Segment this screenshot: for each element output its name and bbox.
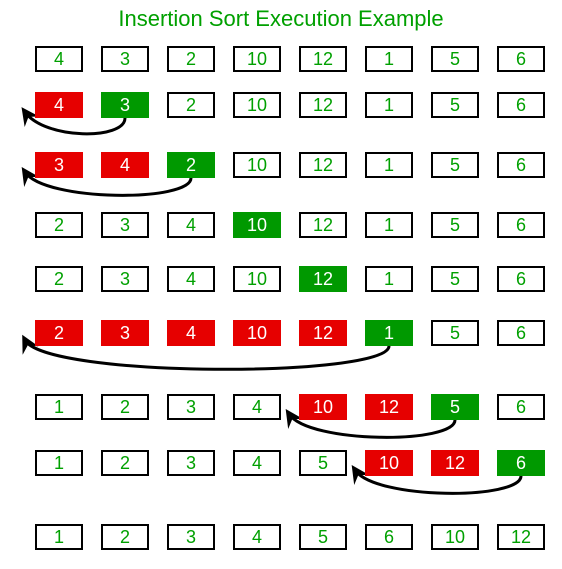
array-cell: 1 (365, 266, 413, 292)
array-cell: 10 (233, 320, 281, 346)
array-cell: 5 (431, 320, 479, 346)
array-cell: 6 (497, 266, 545, 292)
array-cell: 5 (431, 92, 479, 118)
array-cell: 12 (299, 212, 347, 238)
array-cell: 1 (35, 450, 83, 476)
array-cell: 2 (167, 46, 215, 72)
array-cell: 2 (167, 92, 215, 118)
array-cell: 12 (299, 152, 347, 178)
array-cell: 10 (233, 46, 281, 72)
array-cell: 3 (101, 212, 149, 238)
array-cell: 5 (431, 266, 479, 292)
array-cell: 3 (101, 266, 149, 292)
array-cell: 10 (233, 92, 281, 118)
array-cell: 2 (35, 212, 83, 238)
array-cell: 10 (299, 394, 347, 420)
array-cell: 4 (101, 152, 149, 178)
array-cell: 1 (35, 524, 83, 550)
array-cell: 4 (35, 92, 83, 118)
array-cell: 10 (233, 212, 281, 238)
array-cell: 6 (497, 450, 545, 476)
array-cell: 12 (431, 450, 479, 476)
array-cell: 12 (299, 46, 347, 72)
array-cell: 6 (497, 394, 545, 420)
array-cell: 3 (167, 524, 215, 550)
array-cell: 6 (365, 524, 413, 550)
array-cell: 4 (233, 524, 281, 550)
array-cell: 1 (365, 212, 413, 238)
array-cell: 3 (101, 92, 149, 118)
array-cell: 5 (431, 46, 479, 72)
diagram-title: Insertion Sort Execution Example (0, 6, 562, 32)
array-cell: 6 (497, 92, 545, 118)
array-cell: 1 (365, 92, 413, 118)
array-cell: 4 (167, 212, 215, 238)
array-cell: 6 (497, 152, 545, 178)
array-cell: 12 (497, 524, 545, 550)
array-cell: 12 (365, 394, 413, 420)
array-cell: 1 (35, 394, 83, 420)
array-cell: 10 (365, 450, 413, 476)
array-cell: 12 (299, 266, 347, 292)
array-cell: 5 (431, 152, 479, 178)
array-cell: 12 (299, 320, 347, 346)
array-cell: 3 (101, 46, 149, 72)
array-cell: 6 (497, 46, 545, 72)
array-cell: 1 (365, 46, 413, 72)
array-cell: 3 (167, 450, 215, 476)
array-cell: 5 (431, 394, 479, 420)
array-cell: 5 (299, 450, 347, 476)
array-cell: 2 (101, 524, 149, 550)
array-cell: 4 (167, 320, 215, 346)
array-cell: 3 (167, 394, 215, 420)
array-cell: 2 (35, 320, 83, 346)
array-cell: 3 (35, 152, 83, 178)
array-cell: 10 (431, 524, 479, 550)
array-cell: 5 (431, 212, 479, 238)
array-cell: 2 (101, 450, 149, 476)
array-cell: 1 (365, 152, 413, 178)
array-cell: 6 (497, 320, 545, 346)
array-cell: 2 (101, 394, 149, 420)
array-cell: 6 (497, 212, 545, 238)
array-cell: 3 (101, 320, 149, 346)
array-cell: 5 (299, 524, 347, 550)
array-cell: 1 (365, 320, 413, 346)
array-cell: 2 (35, 266, 83, 292)
array-cell: 4 (35, 46, 83, 72)
array-cell: 4 (167, 266, 215, 292)
array-cell: 4 (233, 394, 281, 420)
array-cell: 4 (233, 450, 281, 476)
array-cell: 10 (233, 266, 281, 292)
array-cell: 12 (299, 92, 347, 118)
array-cell: 10 (233, 152, 281, 178)
array-cell: 2 (167, 152, 215, 178)
